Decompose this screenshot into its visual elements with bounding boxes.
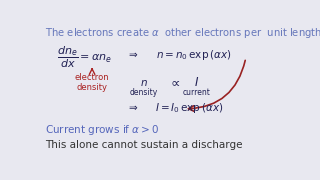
Text: The electrons create $\alpha$  other electrons per  unit length: The electrons create $\alpha$ other elec… xyxy=(45,26,320,40)
Text: $n$: $n$ xyxy=(140,78,148,88)
Text: $I$: $I$ xyxy=(194,76,199,89)
Text: $\propto$: $\propto$ xyxy=(168,76,180,89)
Text: $\Rightarrow$: $\Rightarrow$ xyxy=(126,50,138,60)
Text: Current grows if $\alpha > 0$: Current grows if $\alpha > 0$ xyxy=(45,123,159,137)
Text: $I = I_0\,\exp\left(\alpha x\right)$: $I = I_0\,\exp\left(\alpha x\right)$ xyxy=(155,101,223,114)
Text: $n = n_0\,\exp\left(\alpha x\right)$: $n = n_0\,\exp\left(\alpha x\right)$ xyxy=(156,48,231,62)
Text: current: current xyxy=(182,88,210,97)
Text: electron
density: electron density xyxy=(75,73,109,92)
Text: density: density xyxy=(130,88,158,97)
Text: $\Rightarrow$: $\Rightarrow$ xyxy=(126,103,138,112)
Text: This alone cannot sustain a discharge: This alone cannot sustain a discharge xyxy=(45,140,243,150)
Text: $\dfrac{dn_e}{dx} = \alpha n_e$: $\dfrac{dn_e}{dx} = \alpha n_e$ xyxy=(57,45,112,70)
